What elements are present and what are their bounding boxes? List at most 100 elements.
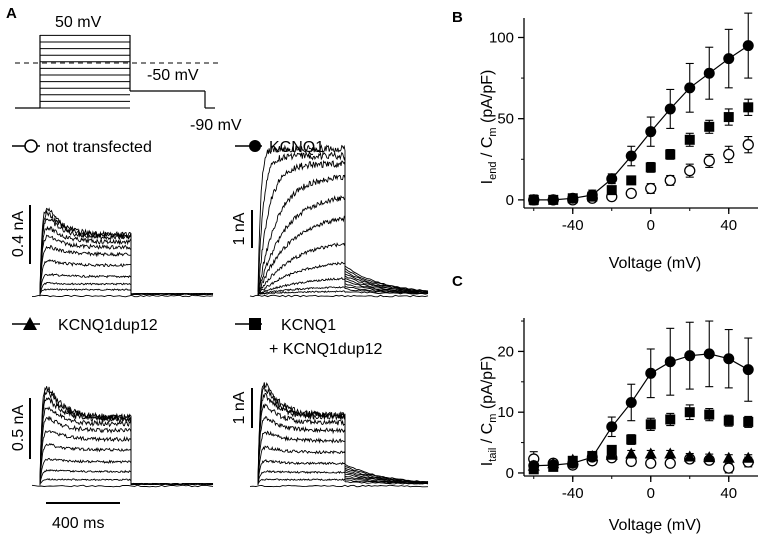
data-point (644, 447, 657, 459)
current-trace (39, 259, 214, 296)
current-trace (39, 244, 214, 296)
current-trace (257, 242, 429, 295)
chart-c: 0 10 20 -40 0 40 Voltage (mV) Itail / Cm (pA/… (479, 318, 758, 534)
x-tick-label: -40 (562, 217, 584, 234)
chart-c-axes: 0 10 20 -40 0 40 (497, 318, 758, 502)
chart-c-marks (527, 320, 755, 475)
chart-c-ylabel-mid: / C (479, 423, 496, 448)
y-tick-label: 0 (506, 465, 514, 482)
protocol-step-label: 50 mV (55, 14, 102, 31)
x-tick-label: 40 (720, 217, 737, 234)
legend-label-kcnq1-coexpression-line2: + KCNQ1dup12 (269, 341, 383, 358)
data-point (665, 414, 676, 425)
legend-label-kcnq1dup12: KCNQ1dup12 (58, 317, 158, 334)
data-point (722, 451, 735, 463)
x-tick-label: 0 (647, 485, 655, 502)
series-kcnq1dup12 (527, 447, 755, 471)
current-traces-kcnq1 (249, 144, 429, 298)
data-point (625, 187, 637, 200)
series-kcnq1-kcnq1dup12 (528, 98, 754, 205)
chart-b-ylabel-unit: (pA/pF) (479, 70, 496, 128)
panel-label-a: A (6, 5, 17, 22)
current-trace (257, 469, 429, 485)
current-trace (257, 392, 429, 485)
legend-label-not-transfected: not transfected (46, 139, 152, 156)
current-traces-kcnq1dup12 (31, 386, 214, 488)
open-circle-marker-icon (24, 139, 38, 153)
data-point (743, 102, 754, 113)
current-trace (39, 469, 214, 486)
baseline-trace (32, 294, 214, 298)
current-trace (257, 382, 429, 483)
y-tick-label: 20 (497, 343, 514, 360)
protocol-steps (15, 34, 215, 109)
data-point (567, 455, 578, 466)
x-tick-label: -40 (562, 485, 584, 502)
y-tick-label: 10 (497, 404, 514, 421)
data-point (528, 194, 539, 205)
data-point (606, 444, 617, 455)
current-trace (257, 261, 429, 295)
current-trace (257, 195, 428, 295)
current-trace (257, 174, 429, 293)
data-point (743, 416, 754, 427)
chart-b-ylabel: Iend / Cm (pA/pF) (479, 70, 499, 185)
current-trace (257, 415, 429, 484)
scale-label-current-1: 1 nA (231, 212, 248, 245)
data-point (684, 407, 695, 418)
current-trace (257, 384, 429, 483)
chart-c-ylabel-sub1: tail (487, 448, 499, 462)
data-point (723, 415, 734, 426)
filled-triangle-marker-icon (23, 317, 37, 330)
baseline-trace (249, 294, 429, 298)
protocol-tail-label: -50 mV (147, 67, 199, 84)
data-point (684, 350, 696, 362)
series-line (533, 353, 749, 467)
chart-b-ylabel-sub1: end (487, 162, 499, 180)
data-point (683, 450, 696, 462)
series-not-transfected (528, 135, 754, 206)
data-point (626, 175, 637, 186)
data-point (684, 164, 696, 177)
chart-c-xlabel: Voltage (mV) (609, 517, 701, 534)
series-line (533, 45, 749, 201)
data-point (703, 451, 716, 463)
chart-b-xlabel: Voltage (mV) (609, 255, 701, 272)
chart-b-ylabel-mid: / C (479, 137, 496, 162)
data-point (742, 139, 754, 151)
current-traces-not-transfected (32, 207, 214, 298)
series-kcnq1-kcnq1dup12 (528, 404, 754, 475)
current-trace (257, 276, 429, 295)
chart-b: 0 50 100 -40 0 40 Voltage (mV) Iend / Cm (pA/… (479, 12, 758, 272)
series-kcnq1 (528, 320, 754, 472)
chart-c-ylabel-sub2: m (487, 414, 499, 423)
chart-c-ylabel-unit: (pA/pF) (479, 356, 496, 414)
chart-b-axes: 0 50 100 -40 0 40 (489, 18, 758, 234)
y-tick-label: 50 (497, 111, 514, 128)
data-point (664, 103, 676, 115)
data-point (703, 348, 715, 360)
legend-label-kcnq1-coexpression-line1: KCNQ1 (281, 317, 336, 334)
data-point (548, 194, 559, 205)
data-point (645, 419, 656, 430)
chart-c-ylabel-main: I (479, 462, 496, 466)
data-point (664, 447, 677, 459)
data-point (625, 447, 638, 459)
current-trace (257, 151, 429, 296)
data-point (664, 174, 676, 187)
data-point (645, 162, 656, 173)
data-point (645, 367, 657, 379)
current-trace (257, 290, 429, 296)
current-trace (39, 442, 214, 486)
data-point (723, 353, 735, 365)
series-kcnq1 (528, 12, 754, 206)
current-trace (257, 459, 429, 486)
current-trace (39, 207, 214, 296)
chart-c-ylabel: Itail / Cm (pA/pF) (479, 356, 499, 466)
data-point (567, 193, 578, 204)
data-point (606, 421, 618, 433)
x-tick-label: 0 (647, 217, 655, 234)
data-point (704, 409, 715, 420)
chart-b-ylabel-sub2: m (487, 127, 499, 136)
data-point (723, 462, 735, 474)
